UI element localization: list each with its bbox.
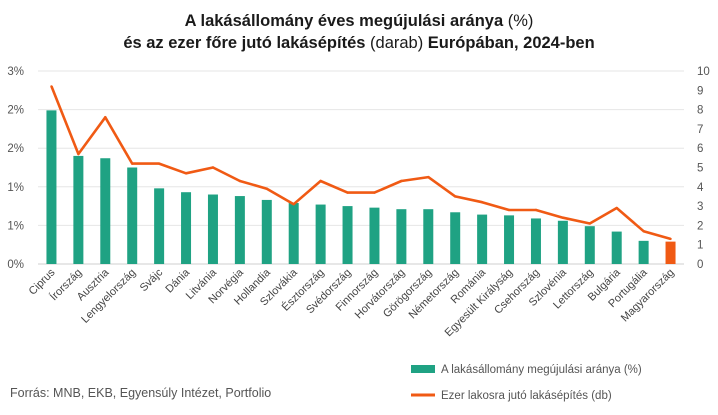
bar [207,194,218,264]
bar [234,196,245,264]
bar [611,231,622,264]
line-point [427,175,430,179]
bar [557,220,568,264]
line-point [104,116,107,119]
title-line2-unit: (darab) [365,34,428,52]
y-right-tick-label: 0 [697,259,703,271]
line-point [669,237,672,241]
line-point [454,195,457,198]
y-right-tick-label: 9 [697,85,703,97]
bar [584,226,595,264]
source-note: Forrás: MNB, EKB, Egyensúly Intézet, Por… [10,386,272,400]
y-left-tick-label: 1% [7,220,24,232]
y-left-tick-label: 3% [7,66,24,78]
bar [261,199,272,264]
line-point [400,179,403,183]
line-point [77,152,80,156]
line-point [615,206,618,210]
bar [396,209,407,264]
line-point [50,85,53,88]
y-right-tick-label: 7 [697,124,703,136]
bar [342,206,353,264]
line-point [346,191,349,194]
bar [154,188,165,264]
line-point [373,191,376,194]
bar [638,240,649,264]
y-right-tick-label: 1 [697,240,703,252]
bar [73,155,84,264]
line-point [292,202,295,206]
y-right-tick-label: 2 [697,220,703,232]
line-point [265,187,268,190]
line-point [642,229,645,233]
title-line2-main: és az ezer főre jutó lakásépítés [123,34,366,52]
y-left-tick-label: 0% [7,259,24,271]
y-right-tick-label: 5 [697,163,703,175]
y-right-tick-label: 10 [697,66,710,78]
line-point [561,216,565,219]
line-point [131,162,134,165]
line-point [507,208,511,212]
bar [315,204,326,264]
x-tick-label: Svájc [138,266,166,294]
y-left-tick-label: 2% [7,143,24,155]
line-point [184,172,188,175]
line-point [588,222,591,225]
line-series [50,85,671,241]
line-point [211,166,215,169]
bar [181,192,192,264]
bar [46,110,57,264]
title-line2-end: Európában, 2024-ben [427,34,595,52]
y-right-tick-label: 3 [697,201,703,213]
bar [423,209,434,264]
y-left-tick-label: 1% [7,182,24,194]
bar [477,214,488,264]
bar [530,218,541,264]
line-point [238,179,242,183]
legend-label-bars: A lakásállomány megújulási aránya (%) [441,364,642,376]
bar [450,212,461,264]
title-line1-unit: (%) [503,12,534,30]
line-point [319,179,322,183]
line-point [157,162,161,165]
legend-label-line: Ezer lakosra jutó lakásépítés (db) [441,390,612,402]
bar [288,203,299,264]
y-right-tick-label: 4 [697,182,704,194]
bar [504,215,515,264]
line-point [534,208,538,212]
line-point [480,201,484,204]
y-right-tick-label: 8 [697,105,703,117]
y-left-tick-label: 2% [7,105,24,117]
bar [100,158,111,264]
bar [665,241,676,264]
title-line1-main: A lakásállomány éves megújulási aránya [184,12,504,30]
bar [127,167,138,264]
bar [369,207,380,264]
chart-title: A lakásállomány éves megújulási aránya (… [0,10,718,54]
y-right-tick-label: 6 [697,143,703,155]
legend-swatch-bars [411,365,435,373]
